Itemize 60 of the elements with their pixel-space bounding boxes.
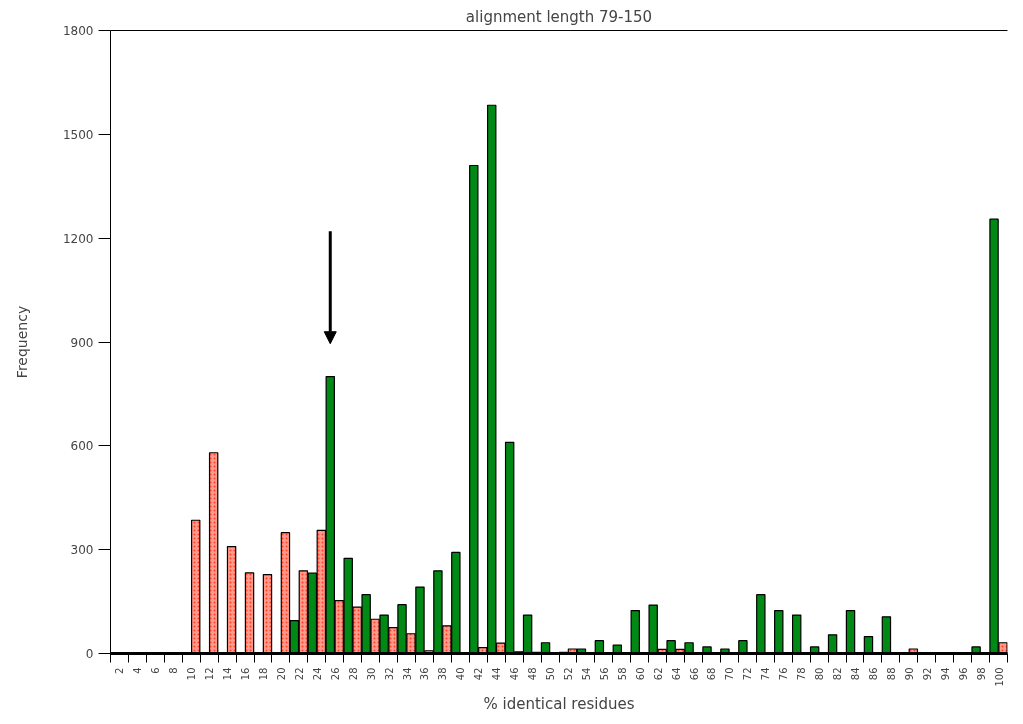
y-tick-label: 300 <box>70 543 94 558</box>
x-tick-label: 84 <box>850 667 862 681</box>
x-tick-label: 88 <box>885 667 897 681</box>
y-tick-label: 600 <box>70 439 94 454</box>
x-tick-label: 90 <box>903 667 915 681</box>
x-tick-label: 72 <box>742 667 754 681</box>
x-tick-label: 2 <box>114 667 126 674</box>
x-tick-label: 74 <box>760 667 772 681</box>
y-tick-label: 900 <box>70 335 94 350</box>
x-tick-label: 54 <box>580 667 592 681</box>
x-tick-label: 52 <box>562 667 574 681</box>
x-tick-label: 96 <box>957 667 969 681</box>
x-tick-label: 98 <box>975 667 987 681</box>
x-tick-label: 64 <box>670 667 682 681</box>
y-tick-label: 1500 <box>62 127 94 142</box>
x-tick-label: 76 <box>778 667 790 681</box>
x-tick-label: 22 <box>293 667 305 681</box>
x-tick-label: 70 <box>724 667 736 681</box>
x-tick-label: 42 <box>473 667 485 681</box>
x-tick-label: 82 <box>832 667 844 681</box>
y-tick-label: 1800 <box>62 24 94 38</box>
x-tick-label: 36 <box>419 667 431 681</box>
x-tick-label: 28 <box>347 667 359 681</box>
x-tick-label: 8 <box>168 667 180 674</box>
x-tick-label: 48 <box>527 667 539 681</box>
chart-title: alignment length 79-150 <box>465 7 653 26</box>
x-tick-label: 50 <box>545 667 557 681</box>
x-tick-label: 40 <box>455 667 467 681</box>
y-axis-title: Frequency <box>13 305 30 379</box>
x-tick-label: 60 <box>634 667 646 681</box>
x-tick-label: 18 <box>257 667 269 681</box>
x-tick-label: 62 <box>652 667 664 681</box>
x-tick-label: 38 <box>437 667 449 681</box>
x-tick-label: 56 <box>598 667 610 681</box>
x-tick-label: 80 <box>814 667 826 681</box>
x-tick-label: 68 <box>706 667 718 681</box>
x-tick-label: 24 <box>311 667 323 681</box>
x-axis-title: % identical residues <box>483 694 635 713</box>
x-tick-label: 20 <box>275 667 287 681</box>
x-tick-label: 44 <box>491 667 503 681</box>
x-tick-label: 4 <box>132 667 144 674</box>
x-tick-label: 58 <box>616 667 628 681</box>
x-tick-label: 46 <box>509 667 521 681</box>
x-tick-label: 16 <box>240 667 252 681</box>
x-tick-label: 66 <box>688 667 700 681</box>
x-tick-label: 78 <box>796 667 808 681</box>
x-tick-label: 14 <box>222 667 234 681</box>
y-tick-label: 0 <box>85 647 94 661</box>
x-tick-label: 92 <box>921 667 933 681</box>
x-tick-label: 6 <box>150 667 162 674</box>
x-tick-label: 12 <box>204 667 216 681</box>
x-tick-label: 30 <box>365 667 377 681</box>
x-tick-label: 86 <box>867 667 879 681</box>
x-tick-label: 94 <box>939 667 951 681</box>
x-tick-label: 34 <box>401 667 413 681</box>
y-tick-label: 1200 <box>62 231 94 246</box>
x-tick-label: 10 <box>186 667 198 681</box>
x-tick-label: 26 <box>329 667 341 681</box>
x-tick-label: 32 <box>383 667 395 681</box>
x-tick-label: 100 <box>993 667 1005 687</box>
